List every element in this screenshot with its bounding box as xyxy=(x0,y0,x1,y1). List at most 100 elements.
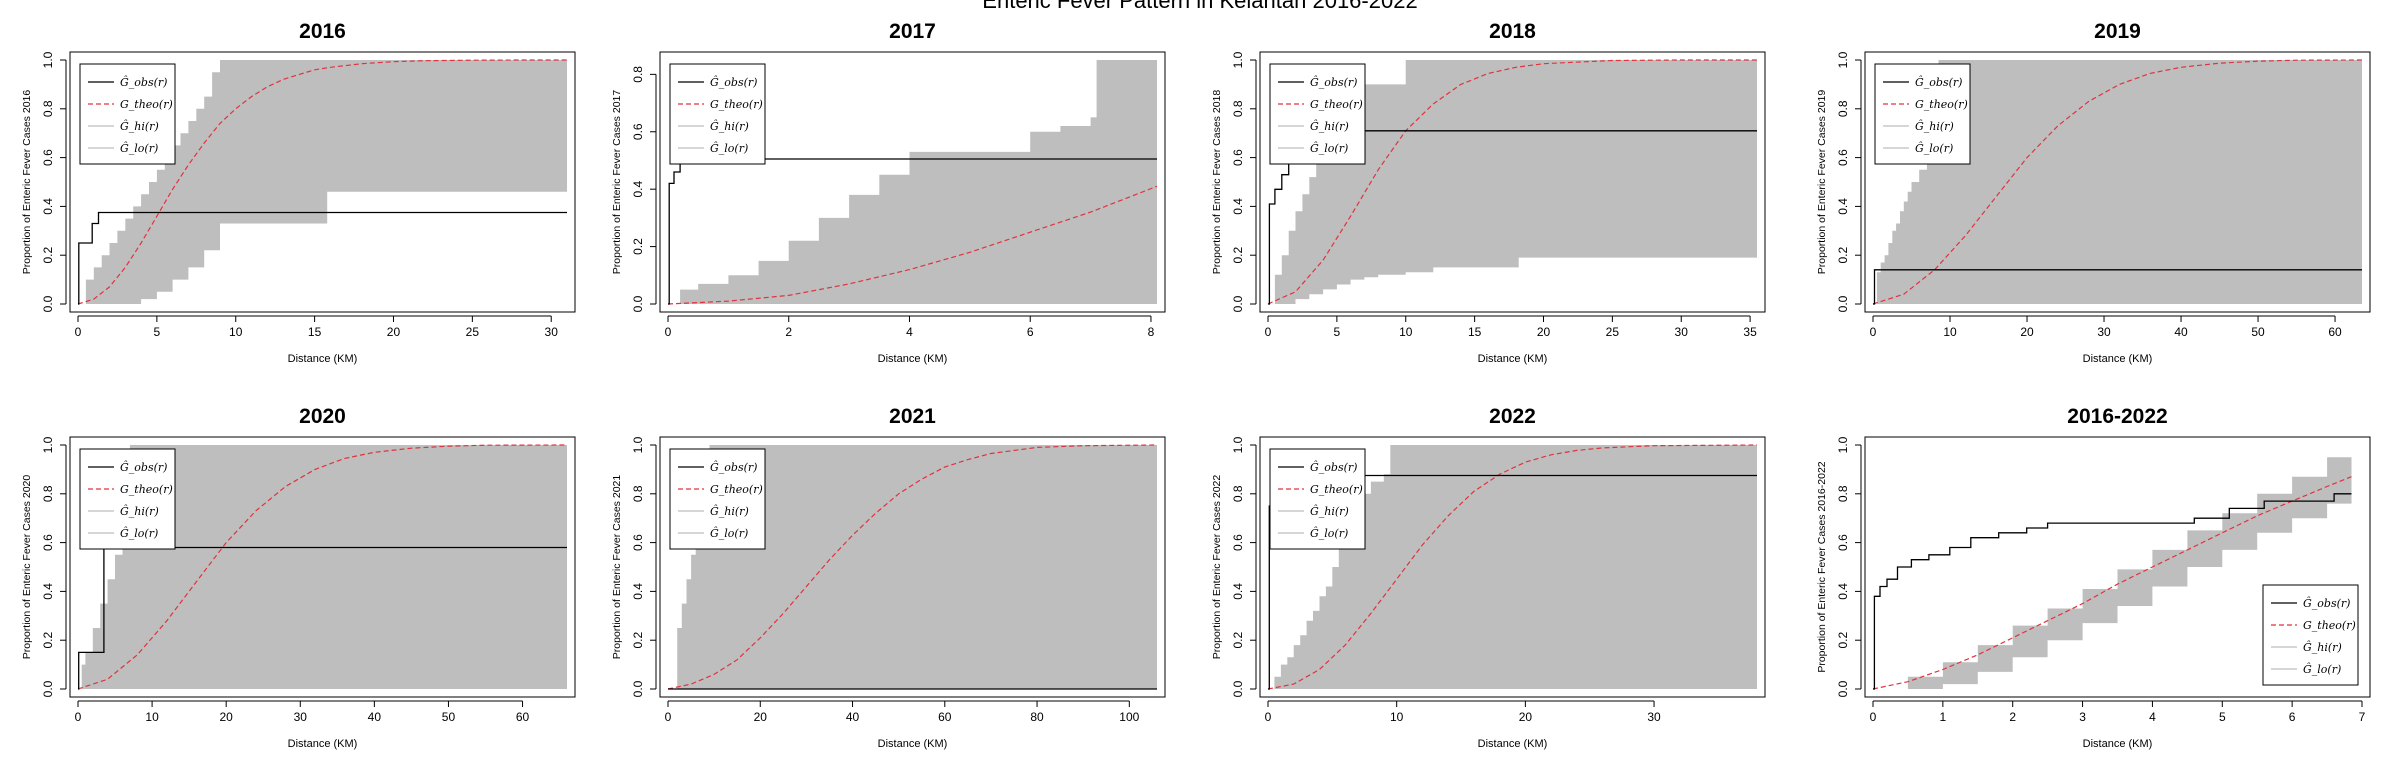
legend-label: Ĝ_lo(r) xyxy=(710,141,748,155)
legend: Ĝ_obs(r) G_theo(r) Ĝ_hi(r) Ĝ_lo(r) xyxy=(669,448,766,550)
panel-title: 2016-2022 xyxy=(2067,405,2167,428)
legend-label: Ĝ_hi(r) xyxy=(2303,640,2342,654)
x-tick-label: 7 xyxy=(2359,710,2366,724)
panel-2018: 2018 0 5 10 15 20 25 30 35 Distance (KM) 0.0 0.2 0.4… xyxy=(1211,20,1766,365)
x-tick-label: 30 xyxy=(545,325,559,339)
theoretical-line xyxy=(77,59,567,305)
y-tick-label: 0.8 xyxy=(1231,485,1245,502)
legend-label: Ĝ_obs(r) xyxy=(120,460,167,474)
envelope-band xyxy=(1268,60,1757,304)
y-tick-label: 0.4 xyxy=(41,583,55,600)
y-axis-label: Proportion of Enteric Fever Cases 2019 xyxy=(1816,90,1828,275)
legend-label: G_theo(r) xyxy=(2303,619,2356,632)
x-tick-label: 5 xyxy=(1334,325,1341,339)
y-axis-label: Proportion of Enteric Fever Cases 2018 xyxy=(1211,90,1223,275)
envelope-band xyxy=(668,445,1157,689)
x-tick-label: 0 xyxy=(1265,325,1272,339)
x-tick-label: 40 xyxy=(368,710,382,724)
y-tick-label: 0.8 xyxy=(1836,485,1850,502)
legend: Ĝ_obs(r) G_theo(r) Ĝ_hi(r) Ĝ_lo(r) xyxy=(1874,63,1971,165)
y-tick-label: 0.4 xyxy=(1231,198,1245,215)
legend-label: Ĝ_obs(r) xyxy=(2303,596,2350,610)
legend-label: Ĝ_hi(r) xyxy=(120,119,159,133)
panel-2020: 2020 0 10 20 30 40 50 60 Distance (KM) 0.0 0.2 0.4 0… xyxy=(21,405,576,750)
y-tick-label: 0.4 xyxy=(1231,583,1245,600)
y-tick-label: 1.0 xyxy=(1836,51,1850,68)
legend-label: Ĝ_hi(r) xyxy=(1310,504,1349,518)
legend-label: Ĝ_obs(r) xyxy=(1310,460,1357,474)
y-tick-label: 0.8 xyxy=(1836,100,1850,117)
y-axis-label: Proportion of Enteric Fever Cases 2021 xyxy=(611,475,623,660)
y-tick-label: 0.6 xyxy=(1231,534,1245,551)
legend-box xyxy=(1874,63,1971,165)
legend-label: G_theo(r) xyxy=(1310,483,1363,496)
y-tick-label: 0.0 xyxy=(1231,680,1245,697)
y-tick-label: 0.8 xyxy=(631,485,645,502)
theoretical-line xyxy=(667,444,1158,690)
panel-2019: 2019 0 10 20 30 40 50 60 Distance (KM) 0.0 0.2 0.4 0… xyxy=(1816,20,2371,365)
panel-2016-2022: 2016-2022 0 1 2 3 4 5 6 7 Distance (KM) 0.0 0.2 0.4 0… xyxy=(1816,405,2371,750)
x-tick-label: 20 xyxy=(754,710,768,724)
y-tick-label: 0.6 xyxy=(1231,149,1245,166)
y-tick-label: 0.2 xyxy=(1836,247,1850,264)
legend-label: Ĝ_obs(r) xyxy=(710,460,757,474)
theoretical-line xyxy=(667,185,1158,305)
legend-label: Ĝ_lo(r) xyxy=(2303,662,2341,676)
x-tick-label: 0 xyxy=(1265,710,1272,724)
x-tick-label: 30 xyxy=(2097,325,2111,339)
x-tick-label: 5 xyxy=(154,325,161,339)
y-tick-label: 1.0 xyxy=(631,436,645,453)
legend-box xyxy=(2262,584,2359,686)
x-tick-label: 30 xyxy=(294,710,308,724)
plot-frame xyxy=(659,436,1166,698)
y-tick-label: 0.2 xyxy=(41,247,55,264)
panel-2017: 2017 0 2 4 6 8 Distance (KM) 0.0 0.2 0.4 0.6 0.8 Pro… xyxy=(611,20,1166,365)
plot-frame xyxy=(1259,436,1766,698)
legend: Ĝ_obs(r) G_theo(r) Ĝ_hi(r) Ĝ_lo(r) xyxy=(79,448,176,550)
y-tick-label: 1.0 xyxy=(41,51,55,68)
legend-label: Ĝ_lo(r) xyxy=(710,526,748,540)
y-tick-label: 0.2 xyxy=(1836,632,1850,649)
x-tick-label: 2 xyxy=(785,325,792,339)
y-tick-label: 0.0 xyxy=(631,680,645,697)
y-tick-label: 0.4 xyxy=(631,583,645,600)
x-tick-label: 0 xyxy=(1870,710,1877,724)
y-tick-label: 0.6 xyxy=(1836,149,1850,166)
x-tick-label: 100 xyxy=(1119,710,1139,724)
x-tick-label: 20 xyxy=(387,325,401,339)
x-tick-label: 10 xyxy=(229,325,243,339)
legend-label: Ĝ_hi(r) xyxy=(710,119,749,133)
y-axis-label: Proportion of Enteric Fever Cases 2016 xyxy=(21,90,33,275)
x-tick-label: 30 xyxy=(1647,710,1661,724)
y-tick-label: 0.0 xyxy=(631,295,645,312)
x-tick-label: 20 xyxy=(2020,325,2034,339)
observed-line xyxy=(78,211,567,305)
y-axis-label: Proportion of Enteric Fever Cases 2016-2… xyxy=(1816,461,1828,672)
y-tick-label: 0.2 xyxy=(631,238,645,255)
legend-label: Ĝ_lo(r) xyxy=(120,526,158,540)
legend-label: Ĝ_hi(r) xyxy=(1310,119,1349,133)
plot-frame xyxy=(69,436,576,698)
x-tick-label: 60 xyxy=(938,710,952,724)
y-tick-label: 0.0 xyxy=(1836,295,1850,312)
y-tick-label: 0.6 xyxy=(41,534,55,551)
plot-frame xyxy=(1259,51,1766,313)
x-tick-label: 2 xyxy=(2009,710,2016,724)
y-tick-label: 0.6 xyxy=(41,149,55,166)
x-tick-label: 60 xyxy=(516,710,530,724)
x-tick-label: 35 xyxy=(1743,325,1757,339)
x-tick-label: 10 xyxy=(1399,325,1413,339)
x-tick-label: 15 xyxy=(308,325,322,339)
panel-title: 2020 xyxy=(299,405,346,428)
legend-box xyxy=(669,448,766,550)
x-axis-label: Distance (KM) xyxy=(1478,353,1548,365)
observed-line xyxy=(78,546,567,690)
envelope-band xyxy=(78,60,567,304)
x-tick-label: 80 xyxy=(1030,710,1044,724)
panel-title: 2016 xyxy=(299,20,346,43)
y-tick-label: 0.8 xyxy=(41,100,55,117)
x-axis-label: Distance (KM) xyxy=(878,353,948,365)
x-tick-label: 1 xyxy=(1940,710,1947,724)
x-tick-label: 10 xyxy=(1943,325,1957,339)
legend-label: Ĝ_lo(r) xyxy=(120,141,158,155)
